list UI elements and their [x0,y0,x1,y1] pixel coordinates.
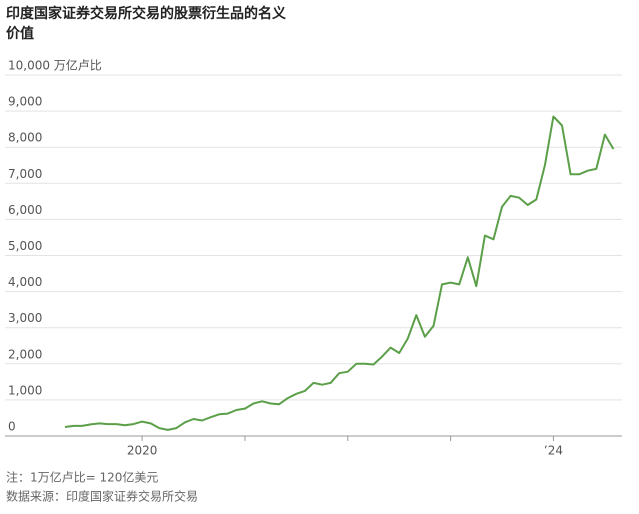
y-tick-label: 4,000 [8,275,42,289]
source: 数据来源：印度国家证券交易所交易 [6,489,198,504]
y-tick-label: 0 [8,420,16,434]
chart-title: 印度国家证券交易所交易的股票衍生品的名义 [6,5,286,22]
y-tick-label: 5,000 [8,239,42,253]
x-tick-label: 2020 [127,444,158,458]
x-tick-label: ’24 [544,444,563,458]
y-tick-label: 7,000 [8,167,42,181]
y-tick-label: 1,000 [8,383,42,397]
y-tick-label: 10,000 万亿卢比 [8,58,102,73]
y-tick-label: 2,000 [8,347,42,361]
note: 注：1万亿卢比= 120亿美元 [6,470,158,485]
y-tick-label: 9,000 [8,95,42,109]
y-tick-label: 8,000 [8,131,42,145]
y-tick-label: 3,000 [8,311,42,325]
y-tick-label: 6,000 [8,203,42,217]
line-series [64,115,615,431]
chart-subtitle: 价值 [6,25,34,42]
